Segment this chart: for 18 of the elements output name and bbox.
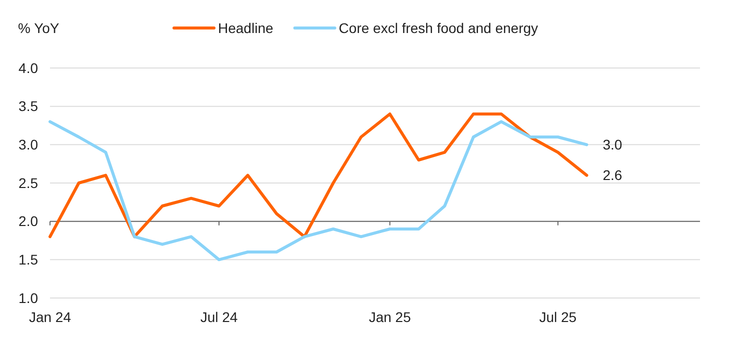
line-series <box>48 120 588 262</box>
y-tick-label: 3.5 <box>18 98 38 114</box>
y-axis-title: % YoY <box>18 20 60 36</box>
y-tick-label: 2.5 <box>18 174 38 191</box>
y-tick-label: 1.5 <box>18 252 38 268</box>
y-tick-label: 4.0 <box>18 60 38 76</box>
data-label: 3.0 <box>602 136 622 153</box>
y-tick-label: 1.0 <box>18 290 38 306</box>
x-tick-label: Jan 24 <box>28 309 72 325</box>
line-series <box>48 112 588 238</box>
y-tick-label: 3.0 <box>18 136 38 153</box>
y-tick-label: 2.0 <box>18 213 38 230</box>
x-tick-label: Jan 25 <box>368 309 412 325</box>
x-tick-label: Jul 24 <box>200 309 238 325</box>
legend-label: Headline <box>218 20 274 36</box>
data-label: 2.6 <box>602 167 622 184</box>
x-tick-label: Jul 25 <box>539 309 577 325</box>
legend-label: Core excl fresh food and energy <box>338 20 538 36</box>
